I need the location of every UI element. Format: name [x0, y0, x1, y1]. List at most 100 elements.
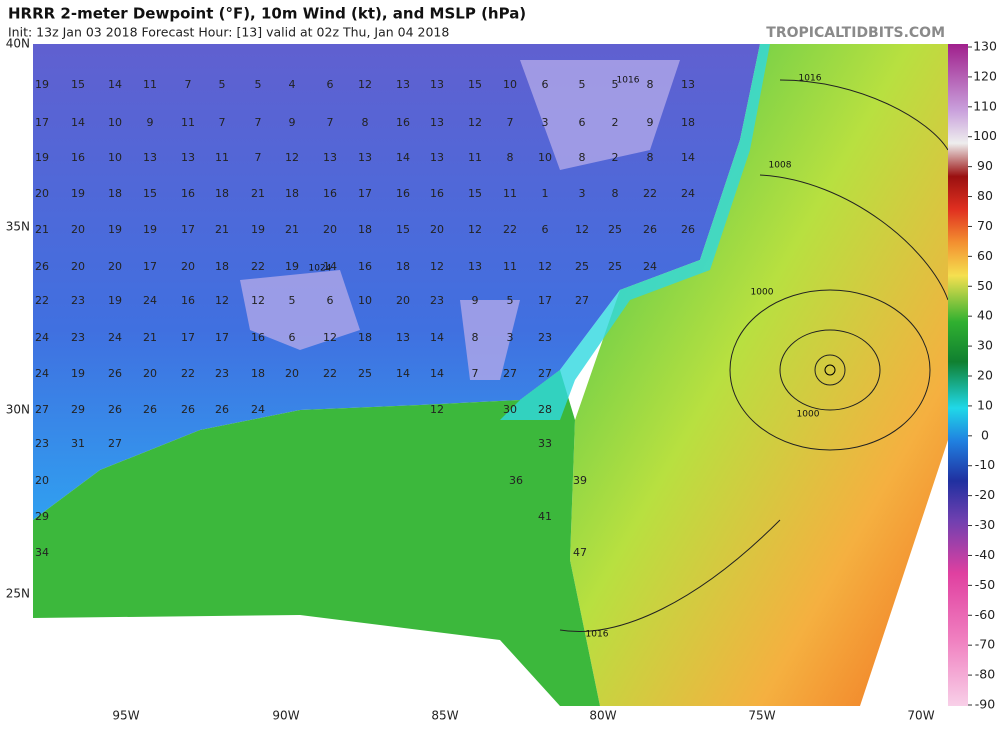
station-dewpoint: 9	[147, 116, 154, 129]
colorbar-label: -50	[975, 577, 995, 592]
station-dewpoint: 13	[181, 151, 195, 164]
station-dewpoint: 16	[71, 151, 85, 164]
station-dewpoint: 11	[503, 187, 517, 200]
station-dewpoint: 26	[215, 403, 229, 416]
station-dewpoint: 12	[538, 260, 552, 273]
station-dewpoint: 12	[468, 116, 482, 129]
isobar-label: 1000	[797, 410, 820, 420]
station-dewpoint: 8	[647, 151, 654, 164]
station-dewpoint: 24	[35, 331, 49, 344]
isobar-label: 1016	[799, 74, 822, 84]
station-dewpoint: 17	[143, 260, 157, 273]
station-dewpoint: 22	[643, 187, 657, 200]
station-dewpoint: 16	[430, 187, 444, 200]
colorbar-label: -10	[975, 457, 995, 472]
station-dewpoint: 41	[538, 510, 552, 523]
station-dewpoint: 12	[215, 294, 229, 307]
station-dewpoint: 14	[430, 367, 444, 380]
station-dewpoint: 9	[472, 294, 479, 307]
station-dewpoint: 20	[108, 260, 122, 273]
colorbar-label: -60	[975, 607, 995, 622]
station-dewpoint: 20	[181, 260, 195, 273]
station-dewpoint: 8	[507, 151, 514, 164]
station-dewpoint: 26	[108, 367, 122, 380]
station-dewpoint: 34	[35, 546, 49, 559]
colorbar-label: 70	[977, 218, 993, 233]
station-dewpoint: 12	[430, 403, 444, 416]
lat-label: 35N	[6, 220, 30, 234]
station-dewpoint: 7	[219, 116, 226, 129]
station-dewpoint: 18	[396, 260, 410, 273]
station-dewpoint: 10	[358, 294, 372, 307]
station-dewpoint: 7	[327, 116, 334, 129]
station-dewpoint: 14	[108, 78, 122, 91]
colorbar-label: -20	[975, 487, 995, 502]
station-dewpoint: 6	[327, 294, 334, 307]
source: TROPICALTIDBITS.COM	[766, 25, 945, 41]
station-dewpoint: 15	[396, 223, 410, 236]
station-dewpoint: 5	[507, 294, 514, 307]
station-dewpoint: 12	[575, 223, 589, 236]
station-dewpoint: 18	[108, 187, 122, 200]
station-dewpoint: 24	[681, 187, 695, 200]
station-dewpoint: 25	[608, 223, 622, 236]
isobar-label: 1016	[586, 630, 609, 640]
station-dewpoint: 10	[503, 78, 517, 91]
station-dewpoint: 17	[35, 116, 49, 129]
station-dewpoint: 27	[538, 367, 552, 380]
colorbar-label: 130	[973, 39, 997, 54]
station-dewpoint: 20	[430, 223, 444, 236]
station-dewpoint: 36	[509, 474, 523, 487]
station-dewpoint: 20	[35, 474, 49, 487]
station-dewpoint: 14	[396, 367, 410, 380]
station-dewpoint: 22	[323, 367, 337, 380]
colorbar-label: 40	[977, 308, 993, 323]
station-dewpoint: 13	[323, 151, 337, 164]
station-dewpoint: 18	[215, 187, 229, 200]
station-dewpoint: 5	[219, 78, 226, 91]
station-dewpoint: 39	[573, 474, 587, 487]
lon-label: 70W	[907, 709, 934, 723]
station-dewpoint: 3	[579, 187, 586, 200]
atlantic-dewpoint	[570, 44, 948, 706]
lat-label: 25N	[6, 587, 30, 601]
station-dewpoint: 24	[251, 403, 265, 416]
station-dewpoint: 24	[35, 367, 49, 380]
colorbar-label: 110	[973, 98, 997, 113]
station-dewpoint: 17	[181, 223, 195, 236]
dry-areas	[240, 60, 680, 380]
lon-label: 90W	[272, 709, 299, 723]
station-dewpoint: 6	[579, 116, 586, 129]
station-dewpoint: 5	[579, 78, 586, 91]
station-dewpoint: 13	[358, 151, 372, 164]
station-dewpoint: 24	[108, 331, 122, 344]
station-dewpoint: 13	[681, 78, 695, 91]
station-dewpoint: 20	[285, 367, 299, 380]
gulf-dewpoint	[33, 370, 600, 706]
lon-label: 75W	[748, 709, 775, 723]
station-dewpoint: 20	[71, 260, 85, 273]
station-dewpoint: 5	[289, 294, 296, 307]
station-dewpoint: 21	[251, 187, 265, 200]
station-dewpoint: 13	[468, 260, 482, 273]
station-dewpoint: 11	[143, 78, 157, 91]
colorbar-label: -40	[975, 547, 995, 562]
station-dewpoint: 17	[181, 331, 195, 344]
colorbar-label: 20	[977, 368, 993, 383]
station-dewpoint: 16	[181, 187, 195, 200]
map	[33, 44, 949, 706]
station-dewpoint: 16	[323, 187, 337, 200]
station-dewpoint: 1	[542, 187, 549, 200]
station-dewpoint: 14	[71, 116, 85, 129]
station-dewpoint: 23	[35, 437, 49, 450]
station-dewpoint: 12	[285, 151, 299, 164]
lat-label: 40N	[6, 37, 30, 51]
station-dewpoint: 24	[643, 260, 657, 273]
colorbar-label: -80	[975, 667, 995, 682]
station-dewpoint: 23	[71, 331, 85, 344]
station-dewpoint: 26	[35, 260, 49, 273]
station-dewpoint: 19	[71, 187, 85, 200]
station-dewpoint: 26	[108, 403, 122, 416]
station-dewpoint: 12	[251, 294, 265, 307]
station-dewpoint: 7	[472, 367, 479, 380]
